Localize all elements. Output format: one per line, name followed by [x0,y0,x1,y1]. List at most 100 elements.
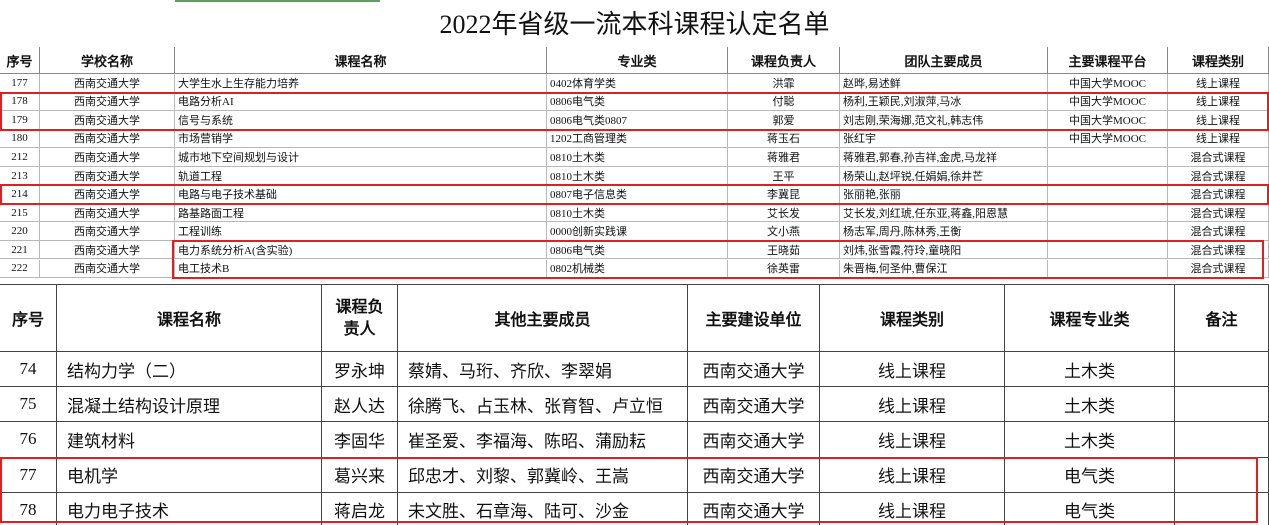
table-cell: 混合式课程 [1168,203,1269,223]
cell-text: 工程训练 [178,226,222,239]
cell-text: 西南交通大学 [74,133,140,146]
header-cell: 备注 [1175,284,1269,352]
table-cell: 线上课程 [820,492,1005,525]
table-cell: 刘志刚,荣海娜,范文礼,韩志伟 [840,111,1048,130]
table-cell: 221 [0,240,40,260]
table-cell: 中国大学MOOC [1048,92,1168,112]
table-cell: 文小燕 [728,222,840,241]
cell-text: 罗永坤 [334,361,385,381]
cell-text: 75 [19,394,37,414]
cell-text: 葛兴来 [334,467,385,487]
table-cell: 徐英雷 [728,259,840,279]
table-cell: 葛兴来 [322,457,398,493]
table-cell: 0000创新实践课 [547,222,728,241]
table-cell [1048,148,1168,167]
table-cell: 西南交通大学 [40,92,175,112]
cell-text: 中国大学MOOC [1068,133,1146,146]
table-cell: 杨利,王颖民,刘淑萍,马冰 [840,92,1048,112]
cell-text: 221 [11,243,28,256]
cell-text: 混合式课程 [1190,189,1246,202]
table-cell: 电力电子技术 [57,492,322,525]
table-cell: 电气类 [1005,457,1175,493]
table-cell: 西南交通大学 [688,492,820,525]
cell-text: 混合式课程 [1190,207,1246,220]
cell-text: 杨志军,周丹,陈林秀,王衡 [843,226,962,239]
table-cell: 0806电气类0807 [547,111,728,130]
table-cell: 杨荣山,赵坪锐,任娟娟,徐井芒 [840,166,1048,186]
cell-text: 电气类 [1064,502,1115,522]
cell-text: 王平 [772,170,795,183]
selection-marker [175,0,380,2]
table-cell: 0810土木类 [547,166,728,186]
header-cell: 其他主要成员 [398,284,688,352]
cell-text: 线上课程 [1196,114,1240,127]
cell-text: 西南交通大学 [74,114,140,127]
cell-text: 建筑材料 [67,431,135,451]
header-cell: 课程名称 [175,47,547,74]
table-cell: 混合式课程 [1168,166,1269,186]
cell-text: 课程负责人 [335,297,384,338]
cell-text: 线上课程 [878,502,946,522]
cell-text: 西南交通大学 [74,226,140,239]
table-cell: 线上课程 [1168,129,1269,149]
cell-text: 西南交通大学 [74,77,140,90]
header-cell: 主要课程平台 [1048,47,1168,74]
cell-text: 0402体育学类 [550,77,616,90]
table-cell: 罗永坤 [322,352,398,388]
table-cell: 混合式课程 [1168,240,1269,260]
table-cell: 180 [0,129,40,149]
table-cell: 混合式课程 [1168,222,1269,241]
table-cell: 土木类 [1005,352,1175,388]
table-cell: 朱晋梅,何圣仲,曹保江 [840,259,1048,279]
table-cell [1048,166,1168,186]
table-cell [1048,240,1168,260]
table-cell: 信号与系统 [175,111,547,130]
cell-text: 路基路面工程 [178,207,244,220]
cell-text: 76 [19,429,37,449]
cell-text: 徐腾飞、占玉林、张育智、卢立恒 [408,396,663,416]
table-cell: 艾长发 [728,203,840,223]
cell-text: 课程负责人 [750,54,816,70]
cell-text: 课程类别 [1191,54,1244,70]
header-cell: 课程类别 [1168,47,1269,74]
table-cell: 西南交通大学 [688,387,820,423]
table-cell: 西南交通大学 [40,259,175,279]
cell-text: 线上课程 [878,467,946,487]
table-cell: 土木类 [1005,422,1175,458]
table-cell: 李固华 [322,422,398,458]
table-cell: 0807电子信息类 [547,185,728,204]
cell-text: 混合式课程 [1190,263,1246,276]
cell-text: 大学生水上生存能力培养 [178,77,299,90]
table-cell: 线上课程 [820,422,1005,458]
table-cell: 付聪 [728,92,840,112]
cell-text: 西南交通大学 [74,170,140,183]
table-cell: 77 [0,457,57,493]
table-cell: 王平 [728,166,840,186]
cell-text: 王晓茹 [767,244,800,257]
cell-text: 赵晔,易述鲜 [843,77,901,90]
table-cell: 78 [0,492,57,525]
cell-text: 混合式课程 [1190,151,1246,164]
table-cell: 215 [0,203,40,223]
cell-text: 220 [11,225,28,238]
table-cell: 蒋雅君,郭春,孙吉祥,金虎,马龙祥 [840,148,1048,167]
cell-text: 艾长发,刘红琥,任东亚,蒋鑫,阳恩慧 [843,207,1008,220]
table-cell [1175,457,1269,493]
cell-text: 77 [19,464,37,484]
table-cell: 西南交通大学 [40,166,175,186]
cell-text: 序号 [11,310,44,329]
cell-text: 214 [11,188,28,201]
table-cell [1175,387,1269,423]
cell-text: 徐英雷 [767,263,800,276]
cell-text: 城市地下空间规划与设计 [178,151,299,164]
table-cell: 土木类 [1005,387,1175,423]
table-cell: 路基路面工程 [175,203,547,223]
cell-text: 蒋启龙 [334,502,385,522]
cell-text: 中国大学MOOC [1068,77,1146,90]
cell-text: 混合式课程 [1190,244,1246,257]
cell-text: 电力电子技术 [67,502,169,522]
cell-text: 线上课程 [878,396,946,416]
cell-text: 张红宇 [843,133,876,146]
header-cell: 课程负责人 [728,47,840,74]
table-cell: 线上课程 [820,387,1005,423]
